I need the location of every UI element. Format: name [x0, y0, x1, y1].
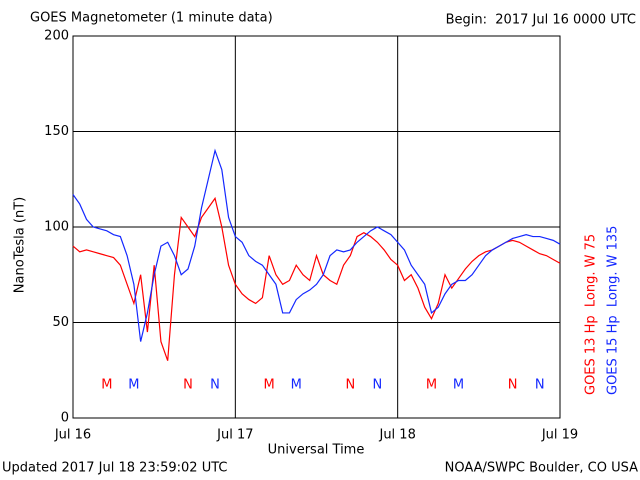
- y-tick-label: 50: [52, 315, 69, 330]
- legend-entry: GOES 13 Hp Long. W 75: [584, 234, 599, 395]
- footer-left: Updated 2017 Jul 18 23:59:02 UTC: [2, 461, 227, 476]
- x-axis-label: Universal Time: [268, 443, 365, 458]
- y-tick-label: 0: [61, 411, 69, 426]
- footer-right: NOAA/SWPC Boulder, CO USA: [445, 461, 638, 476]
- chart-title: GOES Magnetometer (1 minute data): [30, 11, 273, 26]
- time-marker: M: [128, 378, 139, 393]
- x-tick-label: Jul 18: [378, 428, 415, 443]
- y-axis-label: NanoTesla (nT): [13, 197, 28, 293]
- time-marker: N: [373, 378, 383, 393]
- x-tick-label: Jul 19: [541, 428, 578, 443]
- time-marker: N: [535, 378, 545, 393]
- time-marker: M: [291, 378, 302, 393]
- series-line: [72, 196, 561, 361]
- time-marker: M: [426, 378, 437, 393]
- time-marker: M: [264, 378, 275, 393]
- y-tick-label: 200: [44, 29, 69, 44]
- time-marker: M: [101, 378, 112, 393]
- y-tick-label: 150: [44, 124, 69, 139]
- time-marker: N: [508, 378, 518, 393]
- legend-entry: GOES 15 Hp Long. W 135: [606, 226, 621, 395]
- time-marker: N: [183, 378, 193, 393]
- series-line: [72, 148, 561, 342]
- x-tick-label: Jul 17: [216, 428, 253, 443]
- x-tick-label: Jul 16: [54, 428, 91, 443]
- begin-label: Begin: 2017 Jul 16 0000 UTC: [446, 13, 636, 28]
- y-tick-label: 100: [44, 220, 69, 235]
- time-marker: N: [345, 378, 355, 393]
- time-marker: M: [453, 378, 464, 393]
- time-marker: N: [210, 378, 220, 393]
